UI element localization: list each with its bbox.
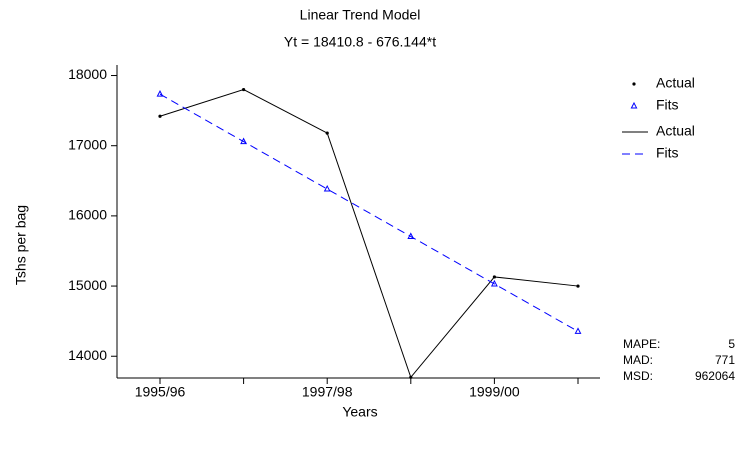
legend-label: Actual xyxy=(656,75,695,91)
marker xyxy=(323,184,331,192)
marker xyxy=(576,284,580,288)
stat-value: 962064 xyxy=(695,369,735,383)
stat-value: 771 xyxy=(715,353,735,367)
x-axis-label: Years xyxy=(342,404,377,420)
legend-marker xyxy=(630,101,638,109)
marker xyxy=(574,327,582,334)
x-tick-label: 1999/00 xyxy=(469,384,520,400)
marker xyxy=(242,87,246,92)
marker xyxy=(407,232,415,240)
x-tick-label: 1997/98 xyxy=(302,384,353,400)
stat-label: MAPE: xyxy=(623,337,660,351)
y-tick-label: 16000 xyxy=(68,207,107,223)
stat-value: 5 xyxy=(728,337,735,351)
stat-label: MAD: xyxy=(623,353,653,367)
series-line xyxy=(159,89,579,379)
y-tick-label: 15000 xyxy=(68,277,107,293)
x-tick-label: 1995/96 xyxy=(135,384,186,400)
legend-label: Fits xyxy=(656,145,679,161)
chart-title: Linear Trend Model xyxy=(300,7,421,23)
y-tick-label: 18000 xyxy=(68,66,107,82)
legend-label: Fits xyxy=(656,97,679,113)
marker xyxy=(158,114,162,118)
marker xyxy=(490,279,498,287)
legend-marker xyxy=(632,82,636,86)
marker xyxy=(325,131,329,135)
marker xyxy=(156,90,164,97)
marker xyxy=(492,275,496,279)
series-line xyxy=(159,93,579,332)
y-tick-label: 17000 xyxy=(68,136,107,152)
stat-label: MSD: xyxy=(623,369,653,383)
marker xyxy=(240,137,248,145)
y-axis-label: Tshs per bag xyxy=(13,205,29,285)
legend-label: Actual xyxy=(656,123,695,139)
marker xyxy=(409,375,413,379)
chart-subtitle: Yt = 18410.8 - 676.144*t xyxy=(284,34,436,50)
y-tick-label: 14000 xyxy=(68,347,107,363)
